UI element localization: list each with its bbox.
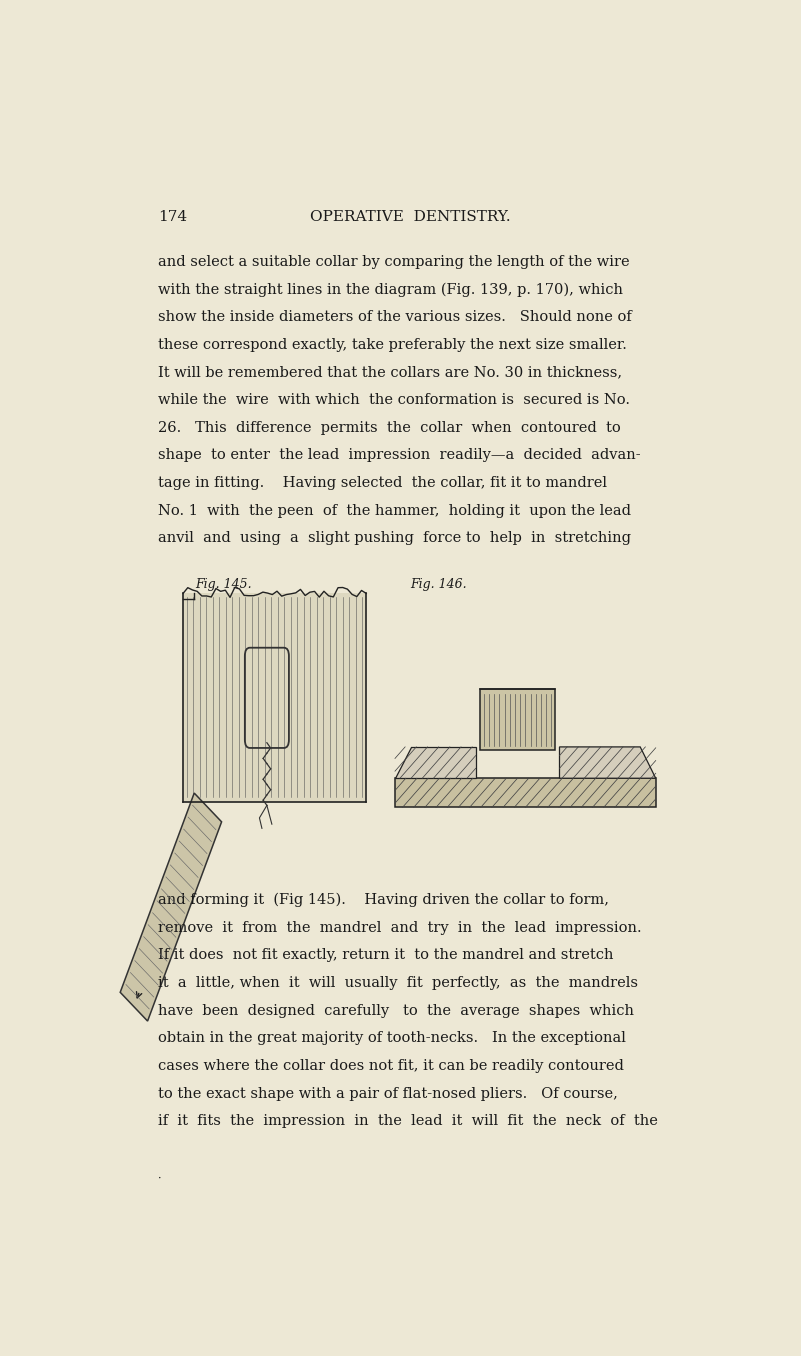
Text: If it does  not fit exactly, return it  to the mandrel and stretch: If it does not fit exactly, return it to… [159, 948, 614, 963]
Text: shape  to enter  the lead  impression  readily—a  decided  advan-: shape to enter the lead impression readi… [159, 449, 641, 462]
Text: and select a suitable collar by comparing the length of the wire: and select a suitable collar by comparin… [159, 255, 630, 268]
Text: have  been  designed  carefully   to  the  average  shapes  which: have been designed carefully to the aver… [159, 1003, 634, 1018]
Text: Fig. 146.: Fig. 146. [410, 578, 467, 591]
Polygon shape [120, 793, 222, 1021]
Text: 26.   This  difference  permits  the  collar  when  contoured  to: 26. This difference permits the collar w… [159, 420, 621, 435]
Text: No. 1  with  the peen  of  the hammer,  holding it  upon the lead: No. 1 with the peen of the hammer, holdi… [159, 503, 631, 518]
Polygon shape [183, 594, 366, 803]
Text: these correspond exactly, take preferably the next size smaller.: these correspond exactly, take preferabl… [159, 338, 627, 351]
Text: OPERATIVE  DENTISTRY.: OPERATIVE DENTISTRY. [310, 210, 511, 224]
Text: It will be remembered that the collars are No. 30 in thickness,: It will be remembered that the collars a… [159, 365, 622, 380]
Text: remove  it  from  the  mandrel  and  try  in  the  lead  impression.: remove it from the mandrel and try in th… [159, 921, 642, 934]
Polygon shape [480, 689, 555, 750]
Text: and forming it  (Fig 145).    Having driven the collar to form,: and forming it (Fig 145). Having driven … [159, 894, 610, 907]
Text: ·: · [159, 1174, 162, 1184]
Text: while the  wire  with which  the conformation is  secured is No.: while the wire with which the conformati… [159, 393, 630, 407]
Polygon shape [395, 778, 656, 807]
Text: cases where the collar does not fit, it can be readily contoured: cases where the collar does not fit, it … [159, 1059, 624, 1073]
Text: if  it  fits  the  impression  in  the  lead  it  will  fit  the  neck  of  the: if it fits the impression in the lead it… [159, 1115, 658, 1128]
Text: show the inside diameters of the various sizes.   Should none of: show the inside diameters of the various… [159, 311, 632, 324]
Text: 174: 174 [159, 210, 187, 224]
Text: it  a  little, when  it  will  usually  fit  perfectly,  as  the  mandrels: it a little, when it will usually fit pe… [159, 976, 638, 990]
Text: obtain in the great majority of tooth-necks.   In the exceptional: obtain in the great majority of tooth-ne… [159, 1032, 626, 1045]
Text: anvil  and  using  a  slight pushing  force to  help  in  stretching: anvil and using a slight pushing force t… [159, 532, 631, 545]
Polygon shape [559, 747, 656, 778]
Polygon shape [395, 747, 476, 778]
Text: to the exact shape with a pair of flat-nosed pliers.   Of course,: to the exact shape with a pair of flat-n… [159, 1086, 618, 1101]
Text: Fig. 145.: Fig. 145. [195, 578, 252, 591]
Text: with the straight lines in the diagram (Fig. 139, p. 170), which: with the straight lines in the diagram (… [159, 282, 623, 297]
Text: tage in fitting.    Having selected  the collar, fit it to mandrel: tage in fitting. Having selected the col… [159, 476, 607, 490]
